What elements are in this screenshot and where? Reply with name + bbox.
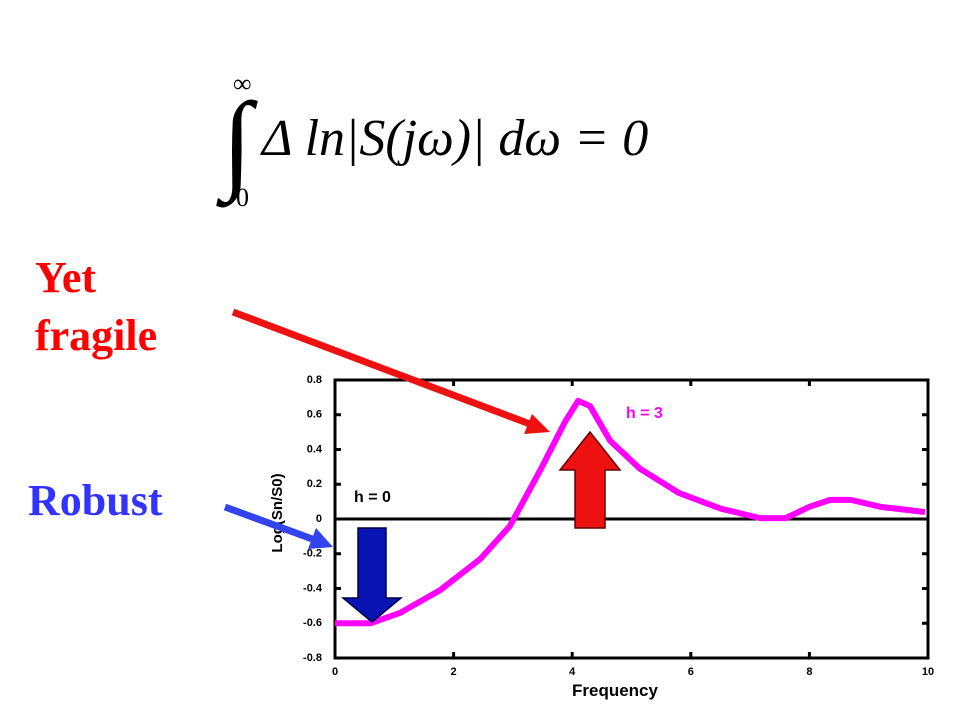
annotation: Yet: [35, 253, 96, 302]
annotation: fragile: [35, 311, 157, 360]
x-tick-label: 4: [569, 666, 576, 678]
down-arrow: [340, 527, 404, 623]
x-tick-label: 6: [688, 666, 694, 678]
x-tick-label: 0: [332, 666, 338, 678]
equation: Δ ln|S(jω)| dω = 0: [260, 110, 648, 167]
annotation: Robust: [28, 476, 163, 525]
arrow-head: [524, 414, 550, 434]
y-tick-label: 0: [316, 513, 322, 525]
annotation: h = 0: [354, 489, 391, 506]
x-tick-label: 8: [806, 666, 812, 678]
arrow-head: [308, 528, 333, 549]
y-tick-label: -0.6: [303, 617, 322, 629]
y-tick-label: 0.6: [307, 409, 322, 421]
y-tick-label: -0.8: [303, 652, 322, 664]
x-tick-label: 10: [922, 666, 934, 678]
line: [335, 397, 926, 627]
integral-sign: ∫: [216, 80, 258, 208]
integral-lower: 0: [236, 183, 249, 212]
integral-upper: ∞: [233, 69, 252, 98]
y-axis-label: Log(Sn/S0): [269, 473, 286, 552]
y-tick-label: 0.8: [307, 374, 322, 386]
arrow-line: [223, 503, 317, 544]
y-tick-label: 0.2: [307, 478, 322, 490]
y-tick-label: -0.4: [303, 582, 323, 594]
up-arrow: [558, 430, 622, 529]
y-tick-label: 0.4: [307, 443, 323, 455]
plot: -0.8 -0.6 -0.4 -0.2 0 0.2 0.4 0.6 0.8 0 2 4 6 8 10 Freq…: [269, 374, 934, 700]
x-tick-label: 2: [451, 666, 457, 678]
arrow-line: [231, 308, 532, 428]
y-tick-label: -0.2: [303, 548, 322, 560]
x-axis-label: Frequency: [572, 681, 659, 700]
annotation: h = 3: [626, 405, 663, 422]
